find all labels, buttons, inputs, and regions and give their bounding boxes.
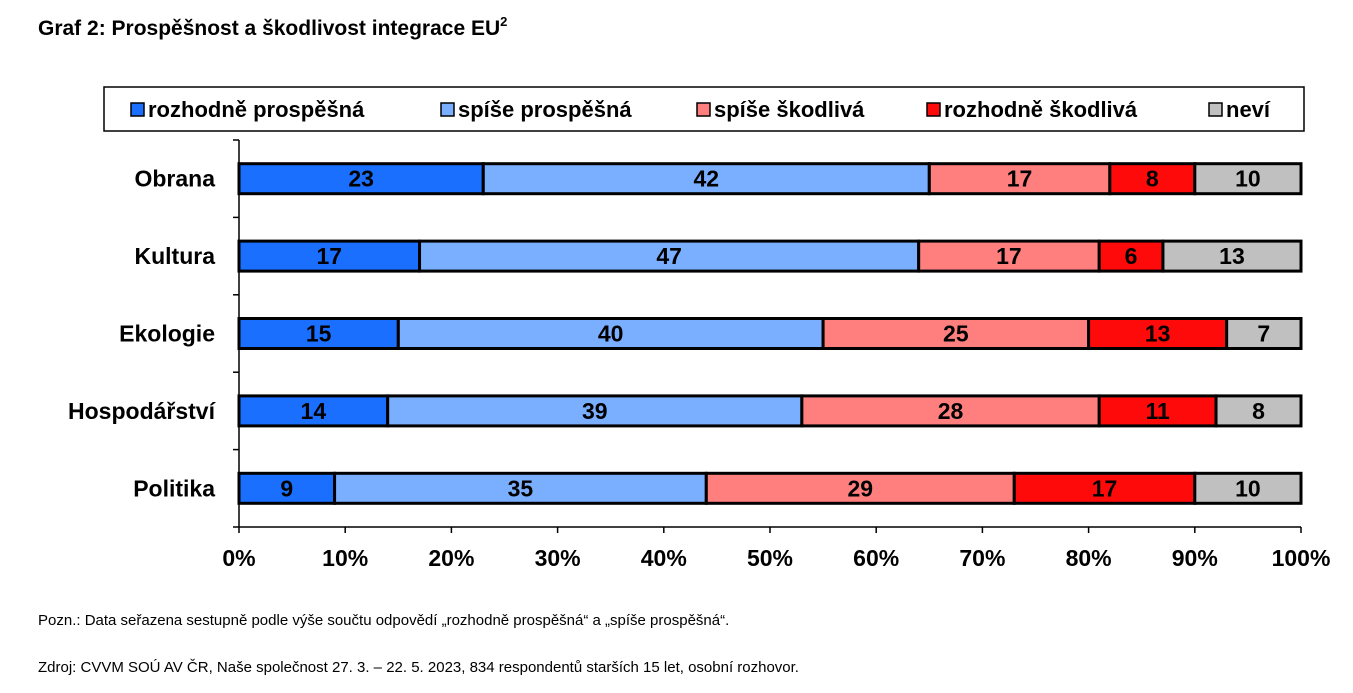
data-label: 28 bbox=[938, 398, 964, 424]
legend-swatch bbox=[696, 102, 711, 117]
data-label: 8 bbox=[1252, 398, 1265, 424]
bar-segment bbox=[1225, 317, 1303, 350]
chart-note: Pozn.: Data seřazena sestupně podle výše… bbox=[38, 612, 730, 629]
data-label: 11 bbox=[1145, 398, 1170, 424]
data-label: 42 bbox=[693, 166, 719, 192]
legend-label: spíše prospěšná bbox=[458, 97, 632, 122]
data-label: 10 bbox=[1235, 166, 1261, 192]
data-label: 39 bbox=[582, 398, 608, 424]
legend-label: rozhodně prospěšná bbox=[148, 97, 365, 122]
data-label: 17 bbox=[316, 243, 342, 269]
data-label: 17 bbox=[1007, 166, 1033, 192]
chart-source: Zdroj: CVVM SOÚ AV ČR, Naše společnost 2… bbox=[38, 659, 799, 676]
category-label: Obrana bbox=[134, 166, 215, 192]
bar-segment bbox=[333, 471, 708, 505]
x-tick-label: 30% bbox=[535, 545, 581, 571]
data-label: 9 bbox=[280, 475, 293, 501]
bar-segment bbox=[396, 317, 825, 350]
bar-segment bbox=[1193, 162, 1303, 196]
bar-segment bbox=[1087, 317, 1229, 350]
x-tick-label: 100% bbox=[1272, 545, 1331, 571]
chart-title: Graf 2: Prospěšnost a škodlivost integra… bbox=[38, 14, 507, 41]
data-label: 13 bbox=[1145, 321, 1171, 347]
data-label: 47 bbox=[656, 243, 682, 269]
data-label: 35 bbox=[508, 475, 534, 501]
x-tick-label: 60% bbox=[853, 545, 899, 571]
x-tick-label: 0% bbox=[222, 545, 255, 571]
data-label: 29 bbox=[847, 475, 873, 501]
chart-title-superscript: 2 bbox=[500, 14, 508, 29]
data-label: 17 bbox=[1092, 475, 1118, 501]
x-tick-label: 40% bbox=[641, 545, 687, 571]
data-label: 8 bbox=[1146, 166, 1159, 192]
bar-segment bbox=[481, 162, 931, 196]
bar-segment bbox=[917, 239, 1101, 273]
bar-segment bbox=[237, 394, 390, 428]
data-label: 25 bbox=[943, 321, 969, 347]
category-label: Ekologie bbox=[119, 321, 215, 347]
data-label: 10 bbox=[1235, 475, 1261, 501]
legend-label: neví bbox=[1226, 97, 1271, 122]
x-tick-label: 10% bbox=[322, 545, 368, 571]
data-label: 14 bbox=[301, 398, 327, 424]
bar-segment bbox=[1193, 471, 1303, 505]
bar-segment bbox=[800, 394, 1101, 428]
data-label: 6 bbox=[1125, 243, 1138, 269]
legend-label: spíše škodlivá bbox=[714, 97, 865, 122]
stacked-bar-chart: rozhodně prospěšná spíše prospěšná spíše š… bbox=[68, 86, 1331, 571]
bar-segment bbox=[927, 162, 1112, 196]
data-label: 15 bbox=[306, 321, 332, 347]
bar-segment bbox=[418, 239, 921, 273]
bar-segment bbox=[1214, 394, 1303, 428]
legend-swatch bbox=[926, 102, 941, 117]
category-label: Politika bbox=[133, 475, 215, 501]
bar-segment bbox=[1097, 239, 1165, 273]
category-label: Hospodářství bbox=[68, 398, 217, 424]
data-label: 13 bbox=[1219, 243, 1245, 269]
x-tick-label: 70% bbox=[959, 545, 1005, 571]
bar-segment bbox=[1108, 162, 1197, 196]
bar-segment bbox=[1161, 239, 1303, 273]
chart-title-text: Graf 2: Prospěšnost a škodlivost integra… bbox=[38, 17, 501, 40]
legend-swatch bbox=[1208, 102, 1223, 117]
data-label: 40 bbox=[598, 321, 624, 347]
data-label: 17 bbox=[996, 243, 1022, 269]
bar-segment bbox=[1097, 394, 1218, 428]
category-label: Kultura bbox=[135, 243, 216, 269]
legend-label: rozhodně škodlivá bbox=[944, 97, 1138, 122]
legend-swatch bbox=[440, 102, 455, 117]
data-label: 23 bbox=[348, 166, 374, 192]
bar-segment bbox=[821, 317, 1091, 350]
x-tick-label: 50% bbox=[747, 545, 793, 571]
x-tick-label: 20% bbox=[428, 545, 474, 571]
x-tick-label: 90% bbox=[1172, 545, 1218, 571]
bar-segment bbox=[237, 471, 337, 505]
data-label: 7 bbox=[1257, 321, 1270, 347]
x-tick-label: 80% bbox=[1066, 545, 1112, 571]
legend-swatch bbox=[130, 102, 145, 117]
bar-segment bbox=[704, 471, 1016, 505]
